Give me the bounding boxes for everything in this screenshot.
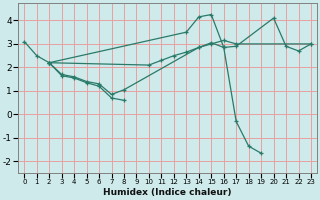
X-axis label: Humidex (Indice chaleur): Humidex (Indice chaleur) xyxy=(103,188,232,197)
